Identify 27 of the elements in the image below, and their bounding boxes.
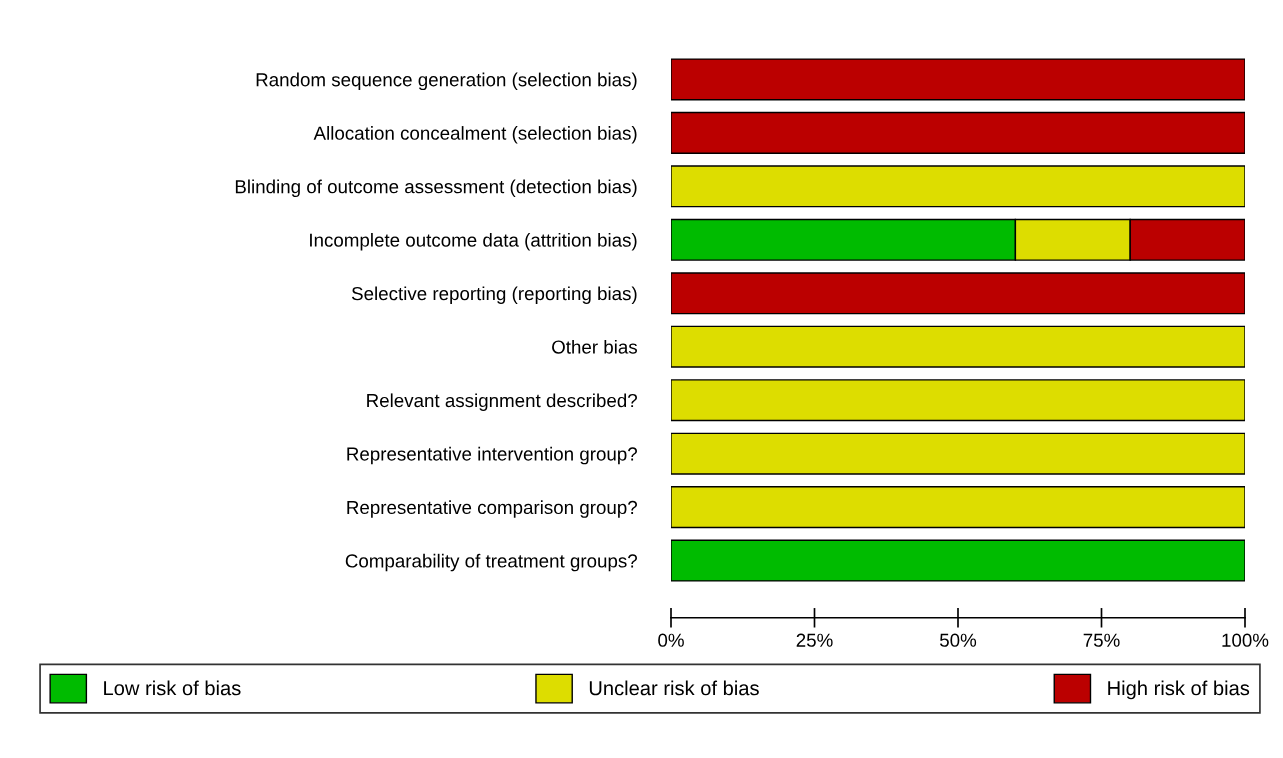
x-tick-label: 50% xyxy=(939,633,977,647)
bar xyxy=(671,379,1245,422)
bar xyxy=(671,272,1245,315)
y-tick-label: Selective reporting (reporting bias) xyxy=(351,286,637,304)
bar xyxy=(671,432,1245,475)
x-tick-label: 0% xyxy=(658,633,684,647)
legend-label: Unclear risk of bias xyxy=(589,680,759,696)
bar xyxy=(671,111,1245,154)
bar xyxy=(671,486,1245,529)
legend-label: Low risk of bias xyxy=(104,680,241,696)
legend-label: High risk of bias xyxy=(1108,680,1250,700)
bar xyxy=(671,325,1245,368)
bar xyxy=(671,539,1245,582)
y-tick-label: Relevant assignment described? xyxy=(367,393,637,411)
y-tick-label: Random sequence generation (selection bias) xyxy=(256,72,637,91)
y-tick-label: Comparability of treatment groups? xyxy=(345,553,637,572)
y-tick-label: Other bias xyxy=(552,339,637,354)
y-tick-label: Incomplete outcome data (attrition bias) xyxy=(310,233,637,251)
x-tick-label: 25% xyxy=(796,633,833,647)
bar xyxy=(671,58,1245,101)
y-tick-label: Blinding of outcome assessment (detection bias) xyxy=(235,179,637,198)
y-tick-label: Allocation concealment (selection bias) xyxy=(313,126,637,144)
x-tick-label: 100% xyxy=(1222,633,1269,647)
x-tick-label: 75% xyxy=(1083,633,1120,647)
y-tick-label: Representative intervention group? xyxy=(347,446,637,465)
y-tick-label: Representative comparison group? xyxy=(347,500,637,518)
bar xyxy=(671,165,1245,208)
